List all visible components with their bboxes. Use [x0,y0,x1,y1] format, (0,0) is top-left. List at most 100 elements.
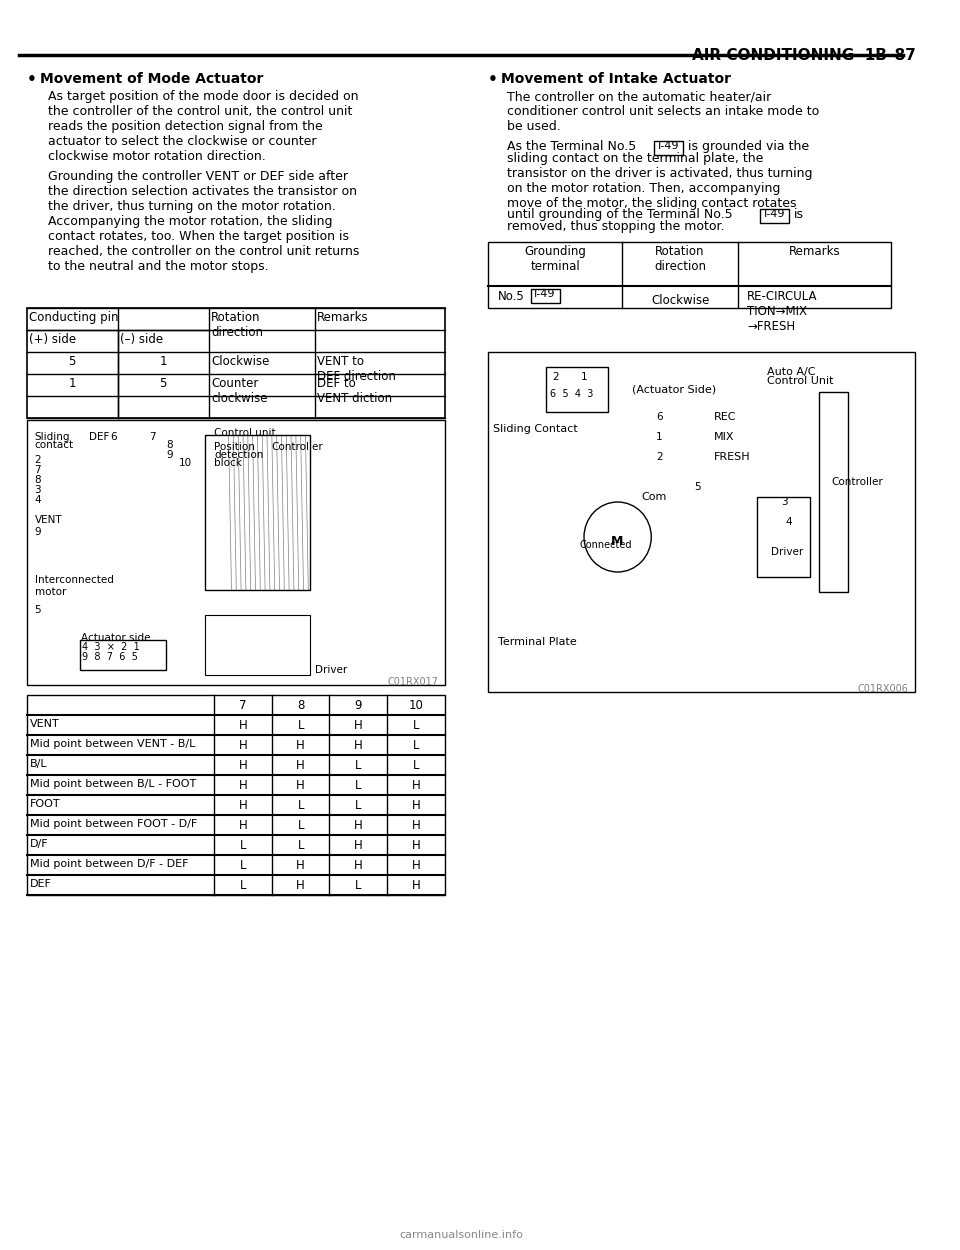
Text: 9: 9 [35,528,41,538]
Bar [531,289,560,302]
Text: •: • [27,72,36,88]
Text: Interconnected
motor: Interconnected motor [35,575,113,596]
Text: L: L [298,819,304,832]
Text: Control unit: Control unit [214,428,276,438]
Bar [27,308,444,418]
Text: L: L [413,719,420,732]
Text: I-49: I-49 [534,289,556,299]
Text: Sliding Contact: Sliding Contact [492,424,578,434]
Text: Control Unit: Control Unit [766,376,833,386]
Text: is: is [793,208,804,221]
Text: MIX: MIX [713,432,734,442]
Text: 5: 5 [35,605,41,615]
Text: 9: 9 [354,699,362,712]
Text: H: H [412,879,420,892]
Text: L: L [298,719,304,732]
Text: D/F: D/F [30,839,48,849]
Bar [488,242,892,308]
Text: AIR CONDITIONING  1B–87: AIR CONDITIONING 1B–87 [691,48,916,63]
Text: H: H [297,879,305,892]
Bar [756,498,809,578]
Text: L: L [240,839,247,852]
Text: Rotation
direction: Rotation direction [654,245,706,272]
Text: H: H [354,819,363,832]
Text: H: H [239,759,248,772]
Text: 10: 10 [408,699,423,712]
Text: H: H [354,839,363,852]
Text: 1: 1 [159,355,167,367]
Bar [488,352,916,692]
Text: 5: 5 [159,378,167,390]
Bar [654,141,683,155]
Text: 5: 5 [68,355,76,367]
Text: H: H [412,859,420,872]
Text: FOOT: FOOT [30,799,60,809]
Text: 2: 2 [656,452,662,462]
Text: 2: 2 [35,455,41,465]
Text: Mid point between FOOT - D/F: Mid point between FOOT - D/F [30,819,197,829]
Text: detection: detection [214,450,264,460]
Bar [759,209,788,222]
Text: 7: 7 [35,465,41,475]
Text: B/L: B/L [30,759,47,769]
Text: Grounding the controller VENT or DEF side after
the direction selection activate: Grounding the controller VENT or DEF sid… [48,170,359,272]
Text: 1: 1 [656,432,662,442]
Text: L: L [355,759,362,772]
Text: No.5: No.5 [497,290,524,302]
Text: Controller: Controller [831,478,883,488]
Text: C01RX017: C01RX017 [387,678,438,688]
Text: carmanualsonline.info: carmanualsonline.info [399,1230,523,1240]
Text: H: H [297,779,305,792]
Text: L: L [298,839,304,852]
Text: 7: 7 [149,432,156,442]
Text: (+) side: (+) side [29,332,76,346]
Text: H: H [354,739,363,752]
Text: 3: 3 [780,498,787,508]
Text: L: L [240,859,247,872]
Text: Controller: Controller [272,442,324,452]
Text: 1: 1 [581,372,588,382]
Text: sliding contact on the terminal plate, the
transistor on the driver is activated: sliding contact on the terminal plate, t… [507,152,813,210]
Text: H: H [297,859,305,872]
Text: Com: Com [641,492,667,502]
Text: VENT: VENT [30,719,60,729]
Text: H: H [354,859,363,872]
Text: block: block [214,458,242,468]
Text: Rotation
direction: Rotation direction [211,311,263,339]
Text: 4  3  ×  2  1: 4 3 × 2 1 [82,642,139,652]
Text: Mid point between D/F - DEF: Mid point between D/F - DEF [30,859,188,869]
Text: 9  8  7  6  5: 9 8 7 6 5 [82,652,137,662]
Bar [27,420,444,685]
Text: Mid point between B/L - FOOT: Mid point between B/L - FOOT [30,779,196,789]
Text: 3: 3 [35,485,41,495]
Text: H: H [297,739,305,752]
Text: removed, thus stopping the motor.: removed, thus stopping the motor. [507,220,725,232]
Text: VENT to
DEF direction: VENT to DEF direction [317,355,396,382]
Text: 1: 1 [68,378,76,390]
Text: The controller on the automatic heater/air
conditioner control unit selects an i: The controller on the automatic heater/a… [507,90,820,132]
Text: Clockwise: Clockwise [211,355,270,367]
Text: 9: 9 [166,450,173,460]
Text: H: H [239,719,248,732]
Text: L: L [355,779,362,792]
Text: 6: 6 [110,432,117,442]
Text: RE-CIRCULA
TION→MIX
→FRESH: RE-CIRCULA TION→MIX →FRESH [747,290,818,332]
Text: 8: 8 [35,475,41,485]
Text: 2: 2 [552,372,559,382]
Text: L: L [355,879,362,892]
Bar [204,615,310,675]
Text: C01RX006: C01RX006 [858,684,909,694]
Text: DEF: DEF [89,432,109,442]
Text: H: H [239,799,248,812]
Text: 6  5  4  3: 6 5 4 3 [550,389,594,399]
Text: H: H [239,739,248,752]
Bar [819,392,849,592]
Text: Movement of Mode Actuator: Movement of Mode Actuator [40,72,264,86]
Text: •: • [488,72,498,88]
Text: (–) side: (–) side [120,332,163,346]
Text: 8: 8 [166,440,173,450]
Text: VENT: VENT [35,515,62,525]
Text: Movement of Intake Actuator: Movement of Intake Actuator [501,72,732,86]
Text: Driver: Driver [771,548,804,558]
Text: Counter
clockwise: Counter clockwise [211,378,268,405]
